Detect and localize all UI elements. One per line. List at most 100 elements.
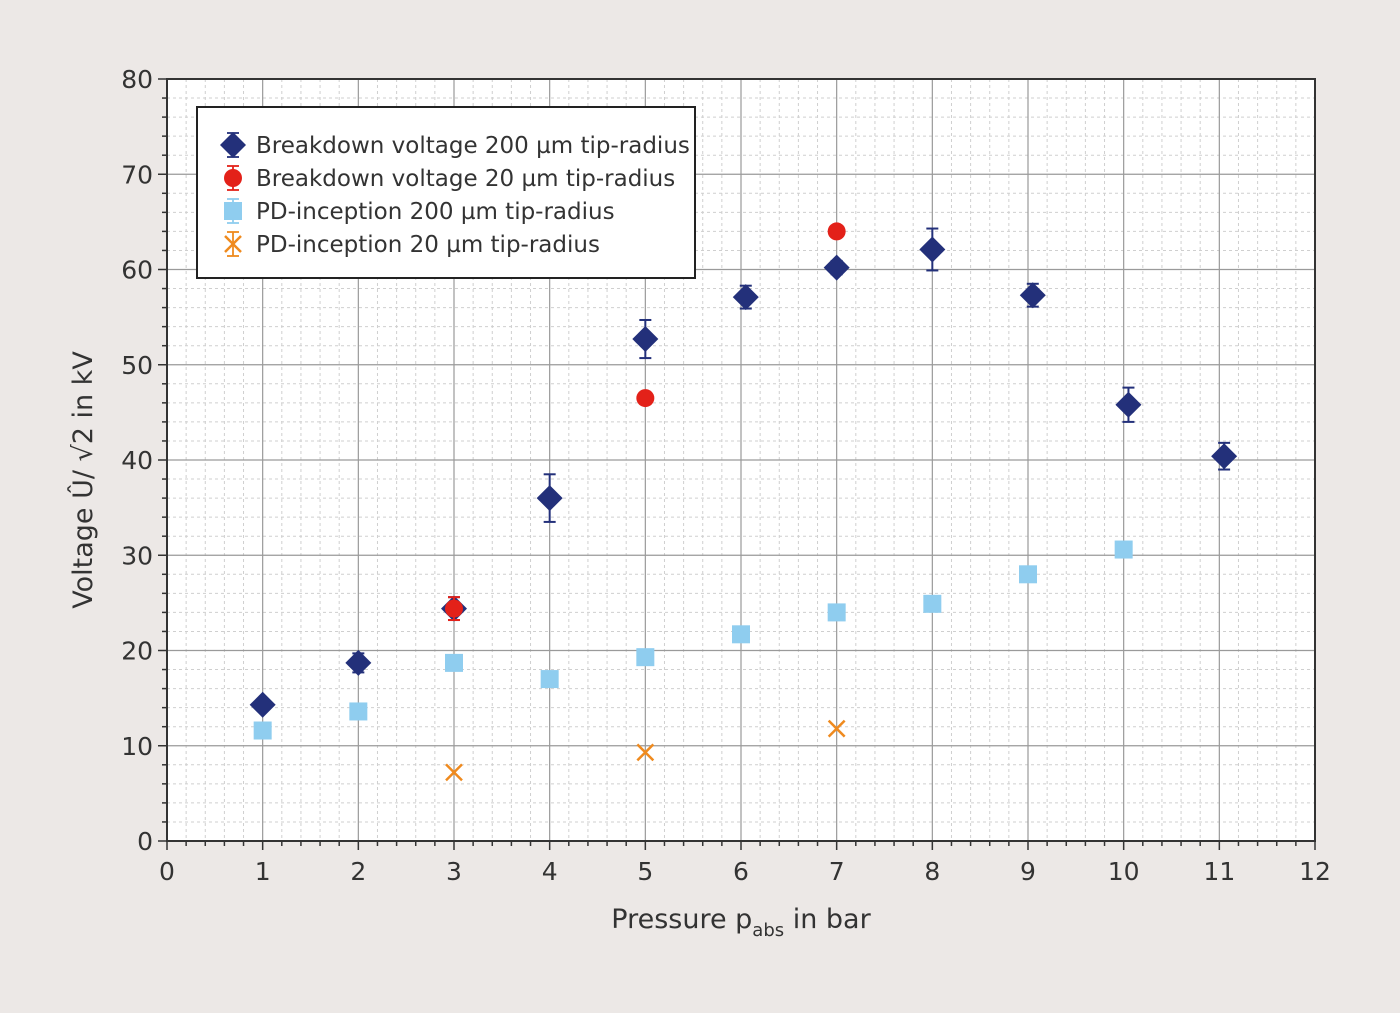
series-circle [445,222,846,622]
legend-marker [224,202,242,220]
square-marker [253,721,272,740]
x-tick-label: 2 [350,857,366,886]
series-square [253,540,1133,740]
x-marker-stroke [636,743,655,762]
x-tick-label: 6 [733,857,749,886]
y-tick-label: 50 [121,351,153,380]
x-tick-label: 9 [1020,857,1036,886]
legend-label: Breakdown voltage 200 µm tip-radius [256,133,690,159]
data-point [632,326,659,353]
diamond-marker [823,254,850,281]
x-tick-label: 8 [924,857,940,886]
data-point [536,485,563,512]
data-point [827,603,846,622]
x-axis-title: Pressure pabs in bar [611,904,871,941]
circle-marker [636,389,655,408]
y-tick-label: 40 [121,446,153,475]
y-tick-labels: 0 10 20 30 40 50 60 70 80 [121,65,153,856]
square-marker [224,202,242,220]
x-tick-label: 5 [637,857,653,886]
data-point [823,254,850,281]
data-point [1115,391,1142,418]
square-marker [1114,540,1133,559]
data-point [249,691,276,718]
data-point [827,222,846,241]
data-point [636,743,655,762]
legend: Breakdown voltage 200 µm tip-radius Break… [196,106,696,279]
x-tick-label: 11 [1203,857,1235,886]
legend-label: PD-inception 20 µm tip-radius [256,232,600,258]
square-marker [445,653,463,672]
y-tick-label: 0 [137,827,153,856]
legend-item: PD-inception 200 µm tip-radius [224,198,615,225]
data-point [540,670,559,689]
y-tick-label: 20 [121,637,153,666]
diamond-marker [632,326,659,353]
x-tick-label: 0 [159,857,175,886]
data-point [445,653,463,672]
y-axis-title: Voltage Û/ √2 in kV [67,351,99,609]
legend-label: Breakdown voltage 20 µm tip-radius [256,166,675,192]
diamond-marker [1211,443,1238,470]
y-tick-label: 70 [121,160,153,189]
x-tick-label: 4 [542,857,558,886]
data-point [349,702,368,721]
data-point [253,721,272,740]
legend-item: Breakdown voltage 20 µm tip-radius [224,165,675,192]
legend-item: PD-inception 20 µm tip-radius [224,231,600,258]
y-tick-label: 10 [121,732,153,761]
diamond-marker [536,485,563,512]
data-point [345,649,372,676]
square-marker [1019,565,1037,584]
square-marker [636,648,655,667]
square-marker [349,702,368,721]
x-tick-label: 1 [255,857,271,886]
data-point [445,763,463,782]
legend-marker [224,169,242,187]
x-tick-label: 3 [446,857,462,886]
data-point [1019,282,1046,309]
data-point [827,719,846,738]
y-tick-label: 60 [121,256,153,285]
x-marker-stroke [445,763,463,782]
diamond-marker [220,132,246,158]
data-point [1114,540,1133,559]
x-tick-label: 10 [1108,857,1140,886]
data-point [1019,565,1037,584]
diamond-marker [732,284,759,311]
legend-marker [220,132,246,158]
circle-marker [445,599,463,618]
data-point [923,594,942,613]
data-point [636,389,655,408]
y-tick-label: 30 [121,541,153,570]
diamond-marker [1019,282,1046,309]
square-marker [923,594,942,613]
legend-box [196,106,696,279]
diamond-marker [249,691,276,718]
square-marker [540,670,559,689]
x-tick-label: 7 [829,857,845,886]
data-point [732,284,759,311]
diamond-marker [919,236,946,263]
circle-marker [224,169,242,187]
legend-item: Breakdown voltage 200 µm tip-radius [220,132,690,159]
data-point [919,236,946,263]
data-point [1211,443,1238,470]
x-marker-stroke [827,719,846,738]
square-marker [732,625,750,644]
series-diamond [249,227,1238,718]
x-tick-label: 12 [1299,857,1331,886]
axis-ticks [158,78,1316,850]
data-marks [249,222,1238,782]
data-point [636,648,655,667]
diamond-marker [345,649,372,676]
diamond-marker [1115,391,1142,418]
data-point [445,599,463,618]
data-point [732,625,750,644]
x-marker-stroke [224,235,242,253]
y-tick-label: 80 [121,65,153,94]
circle-marker [827,222,846,241]
legend-label: PD-inception 200 µm tip-radius [256,199,615,225]
